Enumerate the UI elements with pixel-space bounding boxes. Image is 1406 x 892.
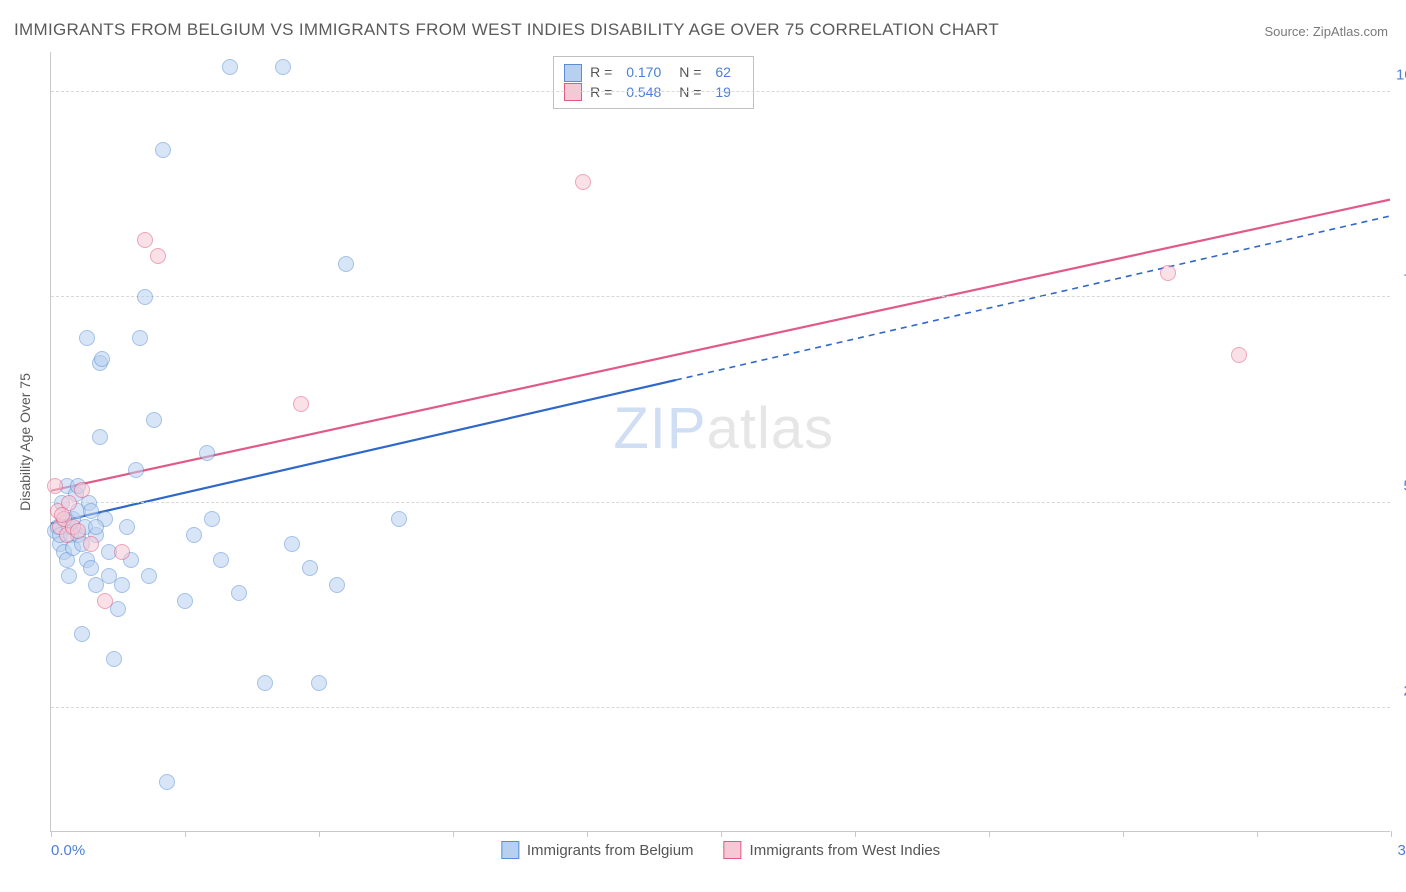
scatter-marker	[70, 523, 86, 539]
x-tick	[721, 831, 722, 837]
scatter-marker	[146, 412, 162, 428]
scatter-marker	[83, 536, 99, 552]
scatter-marker	[257, 675, 273, 691]
x-tick	[587, 831, 588, 837]
x-tick	[185, 831, 186, 837]
x-tick	[1123, 831, 1124, 837]
watermark-atlas: atlas	[707, 396, 835, 461]
corr-r-value: 0.170	[626, 63, 661, 83]
scatter-marker	[302, 560, 318, 576]
scatter-marker	[119, 519, 135, 535]
x-axis-min-label: 0.0%	[51, 842, 85, 859]
series-legend: Immigrants from Belgium Immigrants from W…	[501, 841, 940, 859]
plot-area: Disability Age Over 75 ZIPatlas R = 0.17…	[50, 52, 1390, 832]
scatter-marker	[329, 577, 345, 593]
scatter-marker	[74, 482, 90, 498]
scatter-marker	[150, 248, 166, 264]
corr-n-value: 62	[715, 63, 731, 83]
scatter-marker	[231, 585, 247, 601]
y-tick-label: 100.0%	[1396, 67, 1406, 84]
scatter-marker	[159, 774, 175, 790]
corr-n-label: N =	[679, 83, 705, 103]
legend-item: Immigrants from West Indies	[724, 841, 941, 859]
scatter-marker	[338, 256, 354, 272]
x-tick	[1257, 831, 1258, 837]
scatter-marker	[128, 462, 144, 478]
watermark-zip: ZIP	[613, 396, 706, 461]
y-tick-label: 25.0%	[1396, 682, 1406, 699]
legend-swatch	[501, 841, 519, 859]
scatter-marker	[284, 536, 300, 552]
source-attribution: Source: ZipAtlas.com	[1264, 24, 1388, 39]
scatter-marker	[106, 651, 122, 667]
gridline-horizontal	[51, 707, 1390, 708]
corr-r-label: R =	[590, 83, 616, 103]
scatter-marker	[1160, 265, 1176, 281]
scatter-marker	[92, 429, 108, 445]
scatter-marker	[199, 445, 215, 461]
x-tick	[51, 831, 52, 837]
corr-r-label: R =	[590, 63, 616, 83]
scatter-marker	[391, 511, 407, 527]
scatter-marker	[275, 59, 291, 75]
scatter-marker	[54, 507, 70, 523]
scatter-marker	[79, 330, 95, 346]
legend-swatch	[564, 64, 582, 82]
legend-label: Immigrants from West Indies	[750, 842, 941, 859]
x-tick	[855, 831, 856, 837]
scatter-marker	[293, 396, 309, 412]
scatter-marker	[114, 577, 130, 593]
trend-lines-svg	[51, 52, 1390, 831]
legend-swatch	[564, 83, 582, 101]
x-tick	[319, 831, 320, 837]
scatter-marker	[311, 675, 327, 691]
scatter-marker	[94, 351, 110, 367]
scatter-marker	[204, 511, 220, 527]
scatter-marker	[137, 289, 153, 305]
scatter-marker	[137, 232, 153, 248]
legend-item: Immigrants from Belgium	[501, 841, 694, 859]
scatter-marker	[114, 544, 130, 560]
scatter-marker	[97, 593, 113, 609]
scatter-marker	[155, 142, 171, 158]
scatter-marker	[141, 568, 157, 584]
scatter-marker	[186, 527, 202, 543]
scatter-marker	[213, 552, 229, 568]
x-tick	[1391, 831, 1392, 837]
scatter-marker	[132, 330, 148, 346]
scatter-marker	[74, 626, 90, 642]
scatter-marker	[83, 560, 99, 576]
gridline-horizontal	[51, 91, 1390, 92]
gridline-horizontal	[51, 502, 1390, 503]
correlation-legend-box: R = 0.170 N = 62 R = 0.548 N = 19	[553, 56, 754, 109]
scatter-marker	[222, 59, 238, 75]
scatter-marker	[177, 593, 193, 609]
corr-legend-row: R = 0.170 N = 62	[564, 63, 741, 83]
corr-r-value: 0.548	[626, 83, 661, 103]
scatter-marker	[575, 174, 591, 190]
watermark: ZIPatlas	[613, 395, 834, 462]
chart-title: IMMIGRANTS FROM BELGIUM VS IMMIGRANTS FR…	[14, 20, 999, 40]
y-axis-title: Disability Age Over 75	[17, 373, 33, 511]
scatter-marker	[47, 478, 63, 494]
x-tick	[989, 831, 990, 837]
legend-label: Immigrants from Belgium	[527, 842, 694, 859]
y-tick-label: 50.0%	[1396, 477, 1406, 494]
corr-n-label: N =	[679, 63, 705, 83]
legend-swatch	[724, 841, 742, 859]
scatter-marker	[1231, 347, 1247, 363]
gridline-horizontal	[51, 296, 1390, 297]
x-tick	[453, 831, 454, 837]
scatter-marker	[110, 601, 126, 617]
corr-legend-row: R = 0.548 N = 19	[564, 83, 741, 103]
y-tick-label: 75.0%	[1396, 272, 1406, 289]
x-axis-max-label: 30.0%	[1397, 842, 1406, 859]
scatter-marker	[88, 519, 104, 535]
scatter-marker	[61, 568, 77, 584]
corr-n-value: 19	[715, 83, 731, 103]
